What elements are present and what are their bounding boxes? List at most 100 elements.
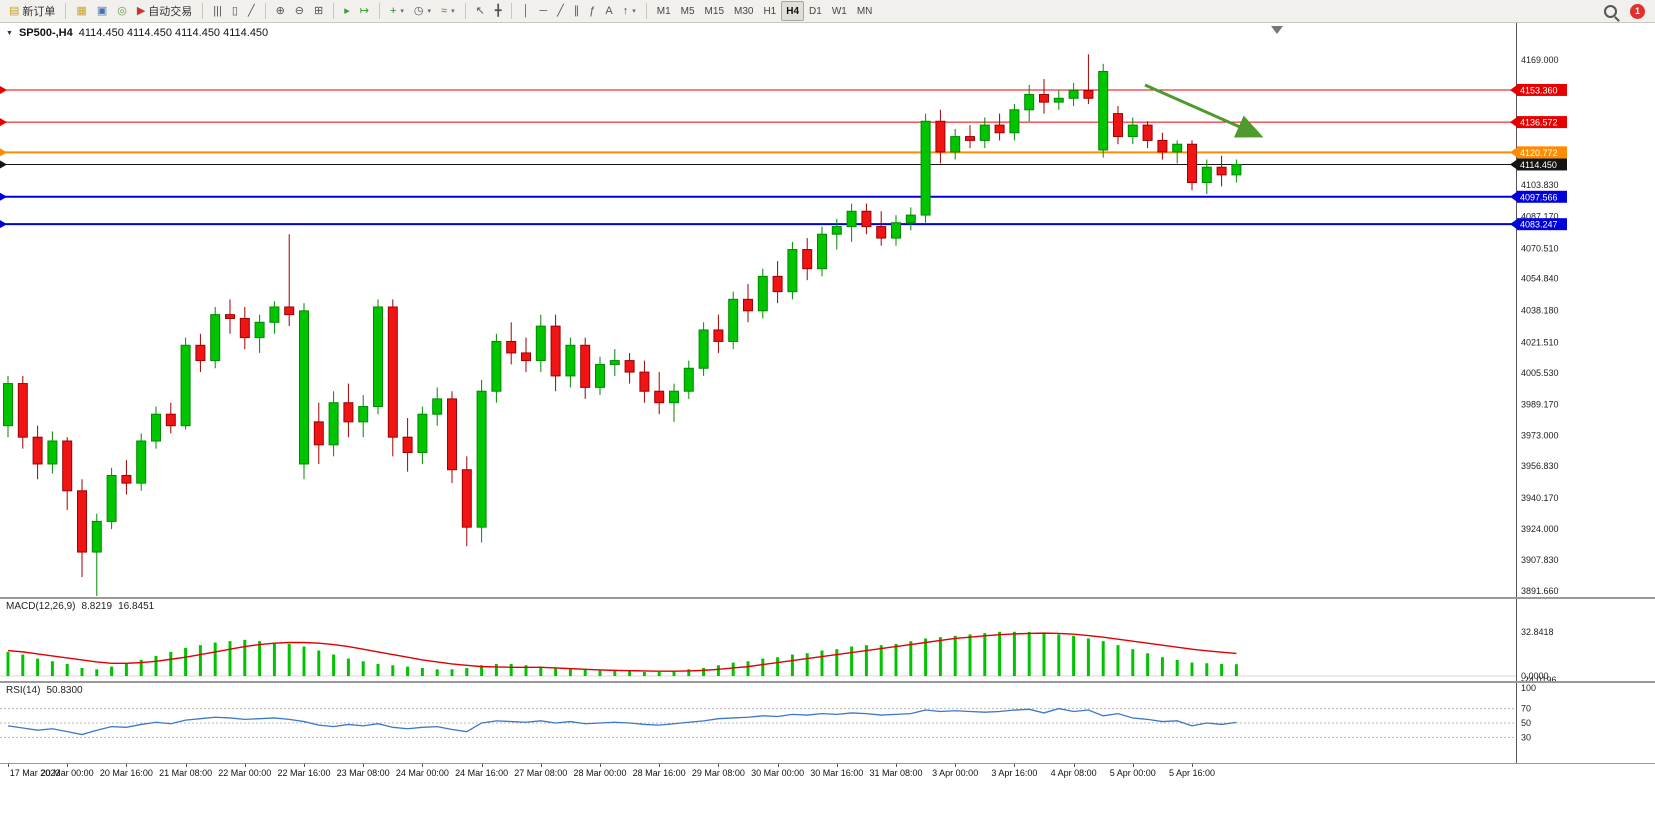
price-badge-label: 4083.247 xyxy=(1520,220,1558,230)
macd-value-1: 8.8219 xyxy=(81,601,113,612)
price-badge xyxy=(1517,218,1567,231)
market-watch-button[interactable]: ▦ xyxy=(71,0,91,22)
indicators-button[interactable]: ≈ ▾ xyxy=(436,0,460,22)
search-button[interactable] xyxy=(1599,0,1622,22)
chevron-down-icon[interactable]: ▾ xyxy=(427,8,432,15)
vertical-line-icon: │ xyxy=(522,4,530,17)
time-axis-tick xyxy=(481,764,483,767)
line-left-marker xyxy=(0,118,7,127)
auto-trading-button[interactable]: ▶ 自动交易 xyxy=(132,0,197,22)
zoom-in-button[interactable]: ⊕ xyxy=(271,0,290,22)
auto-trading-button-label: 自动交易 xyxy=(148,6,193,18)
price-axis-label: 4038.180 xyxy=(1521,305,1559,315)
price-badge xyxy=(1517,83,1567,96)
panel-separator[interactable] xyxy=(0,681,1655,683)
time-axis-tick xyxy=(126,764,128,767)
time-axis-label: 22 Mar 16:00 xyxy=(277,768,331,778)
rsi-axis-label: 70 xyxy=(1521,704,1531,714)
toolbar-separator xyxy=(511,3,513,19)
rsi-axis-label: 30 xyxy=(1521,732,1531,742)
time-axis-label: 24 Mar 00:00 xyxy=(395,768,449,778)
tf-m1-button[interactable]: M1 xyxy=(652,1,676,21)
macd-panel[interactable]: 32.8418 0.0000-24.0196 xyxy=(0,599,1655,681)
price-badge-label: 4114.450 xyxy=(1520,160,1557,170)
price-axis-label: 3924.000 xyxy=(1521,524,1559,534)
notification-badge[interactable]: 1 xyxy=(1630,3,1645,19)
bar-chart-button[interactable]: ||| xyxy=(208,0,227,22)
tf-h4-button[interactable]: H4 xyxy=(781,1,805,21)
trend-arrow-annotation[interactable] xyxy=(1144,83,1264,138)
tf-h1-button[interactable]: H1 xyxy=(758,1,781,21)
price-axis-label: 3891.660 xyxy=(1521,586,1559,596)
navigator-button[interactable]: ◎ xyxy=(112,0,132,22)
arrows-tool[interactable]: ↑ ▾ xyxy=(618,0,641,22)
chart-title: ▼ SP500-,H4 4114.450 4114.450 4114.450 4… xyxy=(6,27,268,39)
new-order-button[interactable]: ▤ 新订单 xyxy=(4,0,60,22)
chart-shift-button[interactable]: ↦ xyxy=(355,0,374,22)
time-axis-label: 17 Mar 2023 xyxy=(9,768,61,778)
fibonacci-tool[interactable]: ƒ xyxy=(584,0,600,22)
tile-windows-button[interactable]: ⊞ xyxy=(309,0,328,22)
price-axis-label: 3907.830 xyxy=(1521,555,1559,565)
price-axis-label: 4005.530 xyxy=(1521,368,1559,378)
horizontal-line-tool[interactable]: ─ xyxy=(534,0,552,22)
tf-m15-button[interactable]: M15 xyxy=(700,1,729,21)
time-axis-tick xyxy=(304,764,305,767)
crosshair-tool-button[interactable]: ╋ xyxy=(490,0,507,22)
tf-m1-button-label: M1 xyxy=(656,5,671,17)
tf-d1-button[interactable]: D1 xyxy=(804,1,827,21)
time-axis-label: 21 Mar 08:00 xyxy=(159,768,213,778)
tf-w1-button[interactable]: W1 xyxy=(827,1,852,21)
price-badge xyxy=(1517,190,1567,203)
periods-button[interactable]: ◷ ▾ xyxy=(409,0,436,22)
price-axis-label: 4054.840 xyxy=(1521,274,1559,284)
auto-scroll-icon: ▸ xyxy=(344,4,350,17)
time-axis-tick xyxy=(896,764,897,767)
chevron-down-icon[interactable]: ▾ xyxy=(632,8,636,15)
rsi-axis-label: 50 xyxy=(1521,718,1531,728)
price-axis-label: 3989.170 xyxy=(1521,399,1559,409)
line-left-marker xyxy=(0,220,7,229)
macd-axis-label: 32.8418 xyxy=(1521,627,1554,637)
line-chart-icon: ╱ xyxy=(247,4,255,17)
trendline-tool[interactable]: ╱ xyxy=(552,0,569,22)
text-tool[interactable]: A xyxy=(600,0,617,22)
candlestick-chart-button[interactable]: ▯ xyxy=(227,0,243,22)
data-window-button[interactable]: ▣ xyxy=(92,0,112,22)
cursor-tool-button[interactable]: ↖ xyxy=(471,0,490,22)
indicators-icon: ≈ xyxy=(441,4,448,17)
tf-mn-button[interactable]: MN xyxy=(852,1,878,21)
chart-menu-arrow-icon[interactable]: ▼ xyxy=(6,29,13,37)
search-icon xyxy=(1604,4,1617,18)
main-price-chart[interactable]: 4169.000 4103.830 4087.170 4070.510 4054.840… xyxy=(0,23,1655,597)
rsi-label: RSI(14) 50.8300 xyxy=(6,685,83,696)
channel-tool[interactable]: ∥ xyxy=(569,0,585,22)
time-axis-label: 24 Mar 16:00 xyxy=(455,768,509,778)
chart-shift-marker[interactable] xyxy=(1271,26,1283,34)
time-axis-tick xyxy=(67,764,69,767)
new-chart-button[interactable]: + ▾ xyxy=(385,0,409,22)
price-badge-label: 4153.360 xyxy=(1520,85,1558,95)
price-badge-label: 4136.572 xyxy=(1520,118,1558,128)
line-chart-button[interactable]: ╱ xyxy=(243,0,260,22)
tf-m30-button[interactable]: M30 xyxy=(729,1,758,21)
price-axis-label: 4021.510 xyxy=(1521,337,1559,347)
rsi-panel[interactable]: 100 70 50 30 xyxy=(0,683,1655,763)
tf-m5-button[interactable]: M5 xyxy=(676,1,700,21)
auto-scroll-button[interactable]: ▸ xyxy=(339,0,355,22)
chevron-down-icon[interactable]: ▾ xyxy=(451,8,455,15)
tf-m15-button-label: M15 xyxy=(704,5,724,17)
tf-w1-button-label: W1 xyxy=(831,5,847,17)
zoom-out-button[interactable]: ⊖ xyxy=(290,0,309,22)
time-axis-label: 30 Mar 00:00 xyxy=(751,768,805,778)
line-left-marker xyxy=(0,192,7,201)
time-axis-label: 28 Mar 00:00 xyxy=(573,768,627,778)
time-axis-label: 3 Apr 16:00 xyxy=(991,768,1038,778)
time-axis[interactable]: 17 Mar 2023 20 Mar 00:00 20 Mar 16:00 21 Ma… xyxy=(0,764,1655,781)
panel-separator[interactable] xyxy=(0,597,1655,599)
price-badge xyxy=(1517,158,1567,171)
time-axis-tick xyxy=(600,764,601,767)
chevron-down-icon[interactable]: ▾ xyxy=(400,8,404,15)
vertical-line-tool[interactable]: │ xyxy=(517,0,534,22)
time-axis-tick xyxy=(1014,764,1016,767)
